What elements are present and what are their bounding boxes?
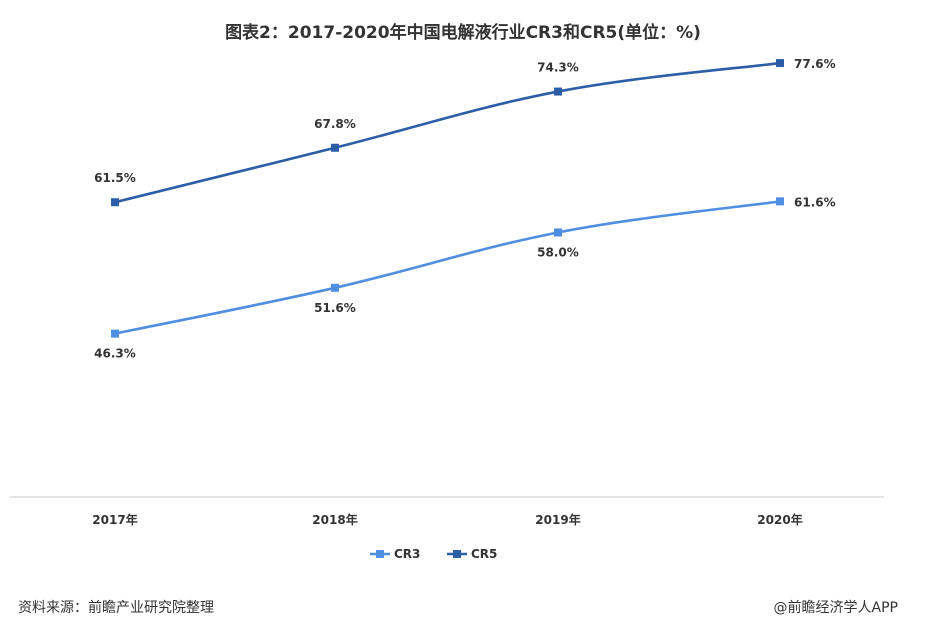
x-tick-label-1: 2017年 <box>92 512 137 527</box>
legend: CR3 CR5 <box>370 547 497 561</box>
data-point-cr3-3 <box>554 228 562 237</box>
data-label-cr5-1: 61.5% <box>94 171 136 185</box>
legend-marker-cr3 <box>376 550 384 558</box>
brand-note: @前瞻经济学人APP <box>773 600 898 616</box>
data-label-cr3-4: 61.6% <box>794 195 836 209</box>
series-line-cr5 <box>114 61 781 204</box>
data-label-cr5-2: 67.8% <box>314 117 356 131</box>
chart-title: 图表2：2017-2020年中国电解液行业CR3和CR5(单位：%) <box>225 23 701 43</box>
legend-label-cr3: CR3 <box>394 547 420 561</box>
legend-marker-cr5 <box>453 550 461 558</box>
series-layer: 46.3% 51.6% 58.0% 61.6% 61.5% 67.8% 74.3% 77.6% <box>94 57 835 361</box>
data-label-cr3-3: 58.0% <box>537 245 579 259</box>
data-label-cr3-1: 46.3% <box>94 347 136 361</box>
x-tick-labels: 2017年 2018年 2019年 2020年 <box>92 512 802 527</box>
data-point-cr5-4 <box>776 59 784 68</box>
data-label-cr5-3: 74.3% <box>537 61 579 75</box>
data-label-cr3-2: 51.6% <box>314 301 356 315</box>
x-tick-label-2: 2018年 <box>312 512 357 527</box>
data-point-cr5-2 <box>331 143 339 152</box>
source-note: 资料来源：前瞻产业研究院整理 <box>18 600 214 616</box>
data-point-cr3-1 <box>111 329 119 338</box>
series-line-cr3 <box>114 200 781 335</box>
data-point-cr5-3 <box>554 87 562 96</box>
data-point-cr3-2 <box>331 283 339 292</box>
data-point-cr3-4 <box>776 197 784 206</box>
legend-label-cr5: CR5 <box>471 547 497 561</box>
data-label-cr5-4: 77.6% <box>794 57 836 71</box>
x-tick-label-3: 2019年 <box>535 512 580 527</box>
data-point-cr5-1 <box>111 198 119 207</box>
x-tick-label-4: 2020年 <box>757 512 802 527</box>
